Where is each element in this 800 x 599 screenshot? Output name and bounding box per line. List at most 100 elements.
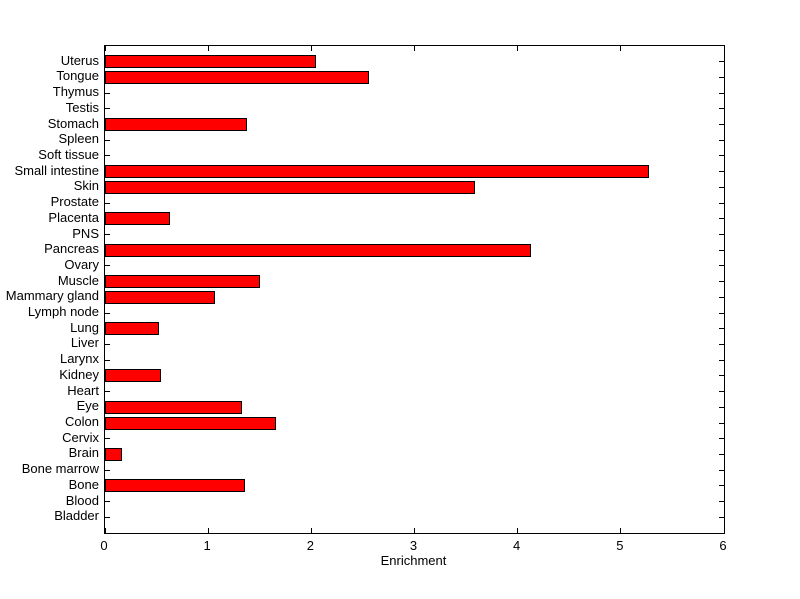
- y-tick-left: [105, 516, 110, 518]
- y-tick-label: Tongue: [56, 68, 99, 84]
- y-tick-right: [719, 124, 724, 126]
- x-tick-top: [207, 46, 209, 51]
- y-tick-label: Cervix: [62, 429, 99, 445]
- x-tick-label: 4: [513, 538, 521, 553]
- x-tick-top: [517, 46, 519, 51]
- y-tick-label: Small intestine: [14, 162, 99, 178]
- y-tick-label: Brain: [68, 445, 99, 461]
- y-tick-right: [719, 375, 724, 377]
- y-tick-left: [105, 139, 110, 141]
- plot-area: [104, 45, 725, 534]
- x-tick-label: 6: [719, 538, 727, 553]
- y-tick-right: [719, 281, 724, 283]
- y-tick-left: [105, 92, 110, 94]
- y-tick-right: [719, 406, 724, 408]
- y-tick-right: [719, 516, 724, 518]
- y-tick-right: [719, 139, 724, 141]
- y-tick-label: Lung: [70, 319, 99, 335]
- x-tick-label: 5: [616, 538, 624, 553]
- y-tick-label: Thymus: [52, 84, 99, 100]
- x-tick-bottom: [620, 528, 622, 533]
- y-tick-left: [105, 343, 110, 345]
- y-tick-right: [719, 469, 724, 471]
- y-tick-label: Bone: [68, 476, 99, 492]
- y-tick-left: [105, 155, 110, 157]
- y-tick-right: [719, 218, 724, 220]
- y-tick-right: [719, 108, 724, 110]
- x-tick-bottom: [104, 528, 106, 533]
- bar: [105, 322, 159, 336]
- bar: [105, 55, 317, 69]
- y-tick-label: Bladder: [54, 508, 99, 524]
- y-tick-label: Prostate: [50, 194, 99, 210]
- bar: [105, 212, 170, 226]
- bar: [105, 400, 243, 414]
- y-tick-right: [719, 92, 724, 94]
- y-tick-label: Liver: [70, 335, 99, 351]
- bar: [105, 243, 532, 257]
- x-tick-label: 1: [203, 538, 211, 553]
- y-tick-left: [105, 234, 110, 236]
- y-tick-left: [105, 469, 110, 471]
- y-tick-left: [105, 265, 110, 267]
- y-tick-right: [719, 391, 724, 393]
- y-tick-label: Heart: [67, 382, 99, 398]
- x-tick-top: [723, 46, 725, 51]
- bar: [105, 479, 246, 493]
- bar: [105, 290, 216, 304]
- y-tick-right: [719, 438, 724, 440]
- y-tick-right: [719, 312, 724, 314]
- x-tick-bottom: [517, 528, 519, 533]
- x-tick-label: 3: [409, 538, 418, 553]
- y-tick-label: Eye: [76, 398, 99, 414]
- x-tick-top: [310, 46, 312, 51]
- y-tick-right: [719, 328, 724, 330]
- bar: [105, 165, 649, 179]
- y-tick-label: Skin: [73, 178, 99, 194]
- bar: [105, 118, 248, 132]
- y-tick-left: [105, 312, 110, 314]
- y-tick-right: [719, 234, 724, 236]
- y-tick-label: Stomach: [47, 115, 99, 131]
- y-tick-label: Soft tissue: [38, 146, 99, 162]
- bar: [105, 416, 277, 430]
- x-tick-top: [414, 46, 415, 51]
- x-tick-bottom: [310, 528, 312, 533]
- x-tick-bottom: [414, 528, 415, 533]
- y-tick-right: [719, 501, 724, 503]
- bar: [105, 275, 260, 289]
- y-tick-right: [719, 485, 724, 487]
- y-tick-label: Blood: [65, 492, 99, 508]
- y-tick-label: Uterus: [60, 52, 99, 68]
- y-tick-right: [719, 453, 724, 455]
- y-tick-right: [719, 171, 724, 173]
- y-tick-right: [719, 76, 724, 78]
- y-tick-label: Lymph node: [27, 304, 99, 320]
- x-tick-bottom: [207, 528, 209, 533]
- x-tick-top: [104, 46, 106, 51]
- y-tick-right: [719, 155, 724, 157]
- y-tick-left: [105, 501, 110, 503]
- y-tick-right: [719, 422, 724, 424]
- y-tick-left: [105, 202, 110, 204]
- y-tick-right: [719, 343, 724, 345]
- y-tick-label: PNS: [72, 225, 99, 241]
- y-tick-label: Bone marrow: [21, 461, 99, 477]
- x-tick-label: 0: [100, 538, 108, 553]
- bar: [105, 70, 370, 84]
- x-tick-label: 2: [306, 538, 314, 553]
- y-tick-label: Ovary: [64, 256, 99, 272]
- y-tick-right: [719, 202, 724, 204]
- y-tick-left: [105, 108, 110, 110]
- y-tick-label: Spleen: [58, 131, 99, 147]
- x-tick-top: [620, 46, 622, 51]
- y-tick-left: [105, 359, 110, 361]
- y-tick-label: Placenta: [48, 209, 99, 225]
- y-tick-right: [719, 186, 724, 188]
- x-tick-bottom: [723, 528, 725, 533]
- y-tick-left: [105, 438, 110, 440]
- bar: [105, 180, 476, 194]
- x-axis-title: Enrichment: [380, 553, 447, 568]
- y-tick-label: Kidney: [59, 366, 99, 382]
